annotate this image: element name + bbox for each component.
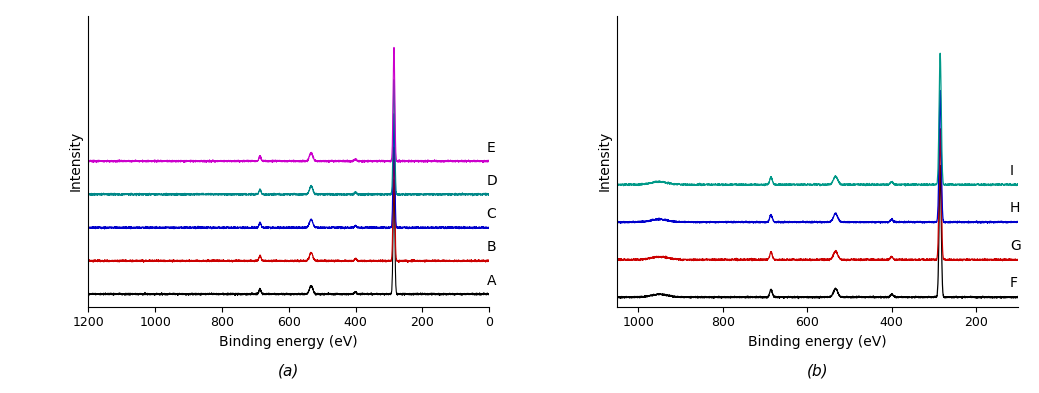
Text: H: H: [1010, 201, 1020, 215]
X-axis label: Binding energy (eV): Binding energy (eV): [748, 335, 887, 349]
Text: (b): (b): [807, 363, 829, 378]
Y-axis label: Intensity: Intensity: [597, 131, 612, 191]
Text: C: C: [486, 207, 497, 221]
Text: E: E: [486, 141, 496, 154]
Text: I: I: [1010, 163, 1014, 178]
Text: G: G: [1010, 239, 1020, 253]
Text: D: D: [486, 174, 498, 188]
Text: F: F: [1010, 276, 1018, 290]
Text: B: B: [486, 241, 496, 254]
X-axis label: Binding energy (eV): Binding energy (eV): [219, 335, 358, 349]
Text: A: A: [486, 274, 496, 288]
Y-axis label: Intensity: Intensity: [69, 131, 83, 191]
Text: (a): (a): [278, 363, 299, 378]
